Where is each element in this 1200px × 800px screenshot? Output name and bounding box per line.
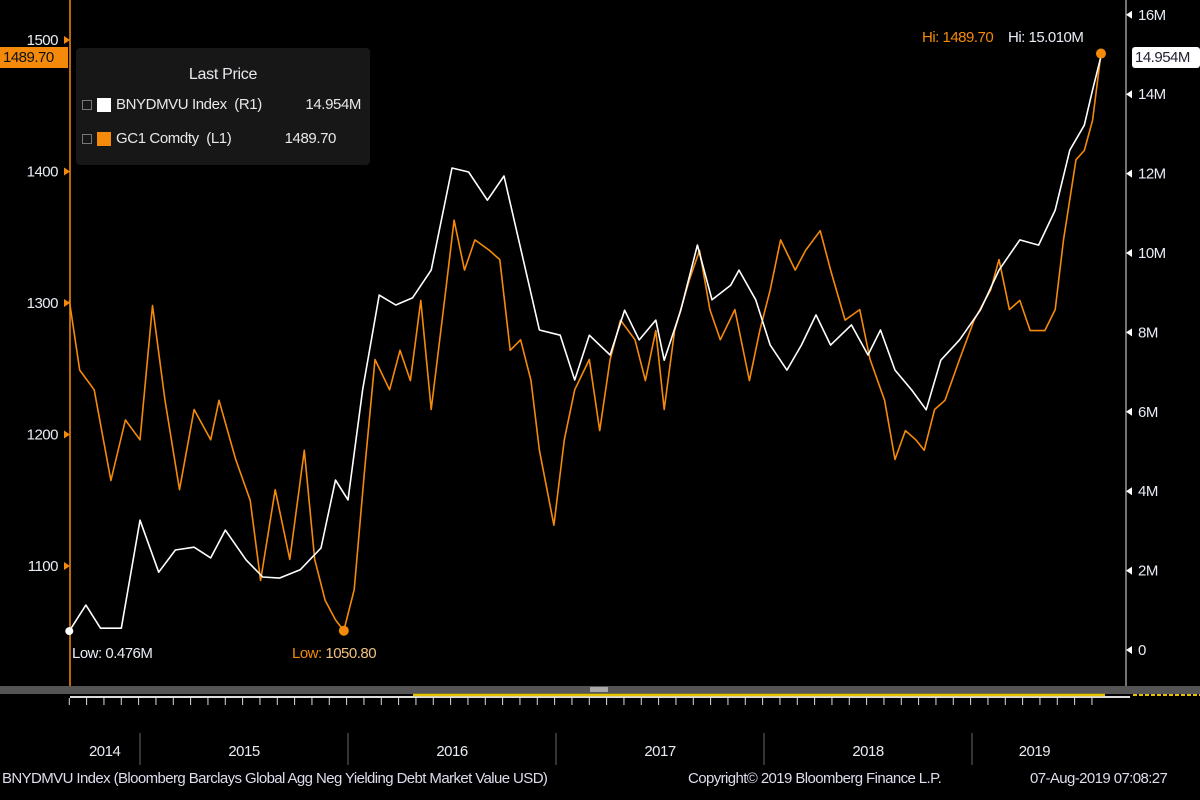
left-axis-tick bbox=[64, 167, 70, 176]
legend-entry-name: GC1 Comdty (L1) bbox=[116, 130, 232, 147]
footer-timestamp: 07-Aug-2019 07:08:27 bbox=[1030, 770, 1168, 787]
right-axis-tick bbox=[1126, 407, 1132, 416]
index-low-label: Low: 0.476M bbox=[72, 645, 153, 662]
right-axis-tick bbox=[1126, 90, 1132, 99]
left-axis-tick-label: 1300 bbox=[27, 295, 59, 312]
scrollbar-handle bbox=[590, 687, 608, 692]
right-axis-tick-label: 8M bbox=[1138, 324, 1158, 341]
right-axis-tick bbox=[1126, 487, 1132, 496]
expand-icon[interactable] bbox=[82, 99, 92, 110]
x-axis-year-label: 2016 bbox=[436, 743, 468, 760]
gold-high-label: Hi: 1489.70 bbox=[922, 29, 994, 46]
legend-entry-name: BNYDMVU Index (R1) bbox=[116, 96, 262, 113]
left-axis-tick-label: 1100 bbox=[28, 558, 58, 575]
right-axis-tick-label: 10M bbox=[1138, 245, 1166, 262]
legend-entry-bnydmvu[interactable]: BNYDMVU Index (R1) 14.954M bbox=[82, 96, 361, 113]
gold-high-marker bbox=[1095, 48, 1106, 59]
index-high-label: Hi: 15.010M bbox=[1008, 29, 1084, 46]
x-axis-year-label: 2017 bbox=[644, 743, 676, 760]
x-axis-year-label: 2018 bbox=[852, 743, 884, 760]
left-axis-tick bbox=[64, 430, 70, 439]
right-axis-tick bbox=[1126, 249, 1132, 257]
left-axis-tick-label: 1200 bbox=[27, 427, 59, 444]
left-axis-tick-label: 1500 bbox=[27, 32, 59, 49]
neg-yield-debt-line bbox=[68, 56, 1102, 632]
right-axis-tick-label: 6M bbox=[1138, 404, 1158, 421]
right-axis-tick-label: 2M bbox=[1138, 563, 1158, 580]
last-price-tag-left: 1489.70 bbox=[0, 47, 68, 68]
right-axis-tick bbox=[1126, 169, 1132, 178]
right-axis-tick bbox=[1126, 328, 1132, 337]
legend-entry-gc1[interactable]: GC1 Comdty (L1) 1489.70 bbox=[82, 130, 336, 147]
last-price-tag-right: 14.954M bbox=[1132, 47, 1200, 68]
left-axis-tick bbox=[64, 562, 70, 570]
legend-title: Last Price bbox=[188, 66, 258, 83]
left-axis-tick bbox=[64, 299, 70, 307]
right-axis-tick-label: 4M bbox=[1138, 483, 1158, 500]
footer-copyright: Copyright© 2019 Bloomberg Finance L.P. bbox=[688, 770, 942, 787]
footer-description: BNYDMVU Index (Bloomberg Barclays Global… bbox=[2, 770, 548, 787]
right-axis-tick-label: 12M bbox=[1138, 166, 1166, 183]
gold-price-line bbox=[68, 53, 1102, 632]
right-axis-tick bbox=[1126, 10, 1132, 19]
x-axis-year-label: 2019 bbox=[1019, 743, 1051, 760]
legend-swatch bbox=[97, 97, 111, 112]
legend: Last Price BNYDMVU Index (R1) 14.954M GC… bbox=[76, 48, 370, 165]
left-axis-tick bbox=[64, 36, 70, 44]
right-axis-tick-label: 0 bbox=[1138, 642, 1146, 659]
right-axis-tick-label: 16M bbox=[1138, 7, 1166, 24]
gold-low-label: Low: 1050.80 bbox=[292, 645, 377, 662]
left-axis-tick-label: 1400 bbox=[27, 164, 59, 181]
footer: BNYDMVU Index (Bloomberg Barclays Global… bbox=[0, 770, 1200, 792]
legend-swatch bbox=[97, 131, 111, 146]
x-axis-year-label: 2015 bbox=[228, 743, 260, 760]
legend-entry-value: 14.954M bbox=[305, 96, 361, 113]
expand-icon[interactable] bbox=[82, 133, 92, 144]
gold-low-marker bbox=[338, 625, 349, 636]
x-axis-year-label: 2014 bbox=[89, 743, 121, 760]
right-axis-tick-label: 14M bbox=[1138, 86, 1166, 103]
legend-entry-value: 1489.70 bbox=[284, 130, 337, 147]
right-axis-tick bbox=[1126, 566, 1132, 575]
index-low-marker bbox=[65, 627, 74, 636]
right-axis-tick bbox=[1126, 646, 1132, 654]
